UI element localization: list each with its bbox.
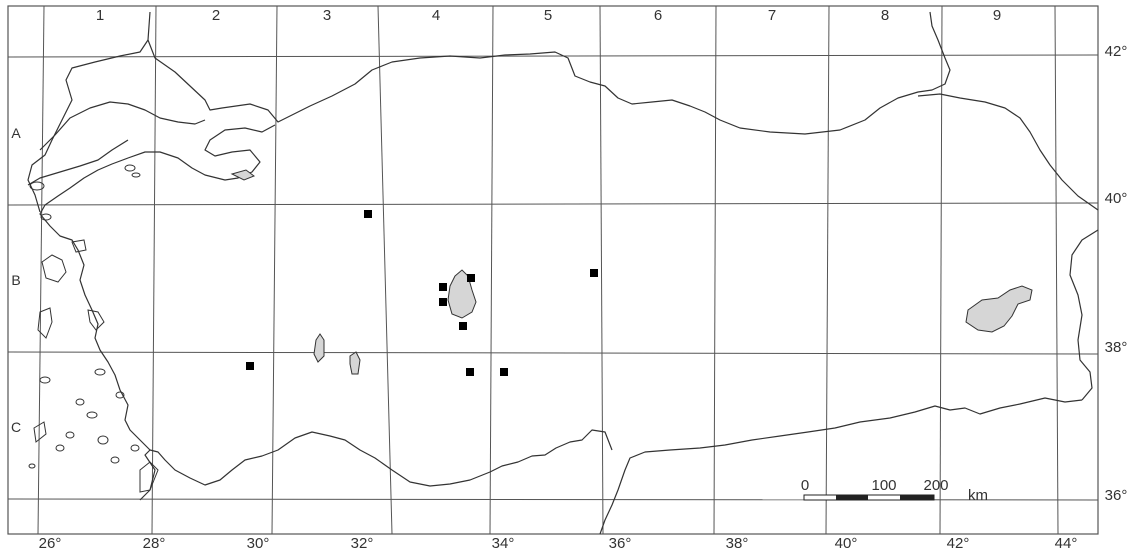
record-marker [439, 283, 447, 291]
lake-beysehir [313, 333, 325, 363]
scale-bar-segment [836, 495, 868, 500]
longitude-label: 36° [609, 535, 632, 552]
latitude-label: 40° [1105, 190, 1128, 207]
lake-egirdir [349, 351, 361, 375]
map-frame [7, 5, 1099, 535]
lake-small [230, 169, 256, 181]
grid-column-label: 4 [432, 7, 440, 24]
grid-row-labels: A B C [11, 125, 21, 435]
record-marker [439, 298, 447, 306]
grid-row-label: A [11, 125, 21, 141]
grid-column-label: 1 [96, 7, 104, 24]
longitude-label: 44° [1055, 535, 1078, 552]
grid-column-label: 8 [881, 7, 889, 24]
grid-lines [7, 5, 1099, 535]
grid-row-label: C [11, 419, 21, 435]
grid-column-labels: 1 2 3 4 5 6 7 8 9 [96, 7, 1001, 24]
aegean-islands [28, 164, 159, 493]
lakes [230, 169, 1033, 375]
longitude-label: 28° [143, 535, 166, 552]
longitude-label: 42° [947, 535, 970, 552]
latitude-label: 36° [1105, 487, 1128, 504]
scale-bar-tick-label: 100 [871, 477, 896, 494]
scale-bar-tick-label: 0 [801, 477, 809, 494]
grid-column-label: 7 [768, 7, 776, 24]
record-marker [466, 368, 474, 376]
record-marker [590, 269, 598, 277]
longitude-label: 40° [835, 535, 858, 552]
longitude-label: 30° [247, 535, 270, 552]
longitude-label: 26° [39, 535, 62, 552]
grid-row-label: B [11, 272, 20, 288]
longitude-label: 32° [351, 535, 374, 552]
coastline [27, 11, 1099, 535]
grid-column-label: 9 [993, 7, 1001, 24]
grid-column-label: 2 [212, 7, 220, 24]
lake-van [965, 285, 1033, 333]
longitude-label: 34° [492, 535, 515, 552]
longitude-labels: 26° 28° 30° 32° 34° 36° 38° 40° 42° 44° [39, 535, 1078, 552]
record-marker [459, 322, 467, 330]
record-marker [364, 210, 372, 218]
scale-bar-segment [900, 495, 934, 500]
latitude-label: 42° [1105, 43, 1128, 60]
latitude-labels: 42° 40° 38° 36° [1105, 43, 1128, 504]
scale-bar-unit: km [968, 487, 988, 504]
longitude-label: 38° [726, 535, 749, 552]
grid-column-label: 6 [654, 7, 662, 24]
grid-column-label: 3 [323, 7, 331, 24]
scale-bar: 0 100 200 km [801, 477, 988, 504]
grid-column-label: 5 [544, 7, 552, 24]
record-marker [500, 368, 508, 376]
latitude-label: 38° [1105, 339, 1128, 356]
record-marker [246, 362, 254, 370]
record-markers [246, 210, 598, 376]
record-marker [467, 274, 475, 282]
scale-bar-tick-label: 200 [923, 477, 948, 494]
